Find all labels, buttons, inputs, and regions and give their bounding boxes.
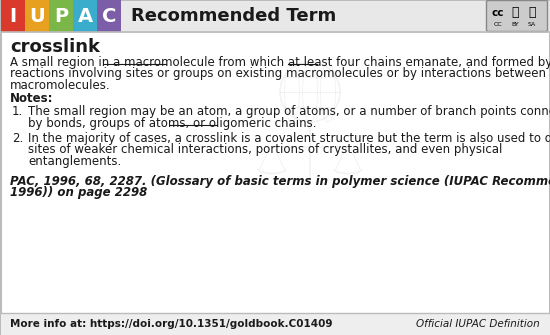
Text: C: C [102, 6, 116, 25]
Text: 2.: 2. [12, 132, 23, 145]
Text: The small region may be an atom, a group of atoms, or a number of branch points : The small region may be an atom, a group… [28, 105, 550, 118]
Text: ⓘ: ⓘ [512, 6, 519, 19]
Text: More info at: https://doi.org/10.1351/goldbook.C01409: More info at: https://doi.org/10.1351/go… [10, 319, 333, 329]
Text: CC: CC [494, 22, 502, 27]
Text: BY: BY [511, 22, 519, 27]
Bar [97, 0, 121, 32]
Text: Recommended Term: Recommended Term [131, 7, 336, 25]
Text: by bonds, groups of atoms, or oligomeric chains.: by bonds, groups of atoms, or oligomeric… [28, 117, 316, 130]
Text: reactions involving sites or groups on existing macromolecules or by interaction: reactions involving sites or groups on e… [10, 67, 550, 80]
Bar [1, 0, 549, 32]
Text: A small region in a macromolecule from which at least four chains emanate, and f: A small region in a macromolecule from w… [10, 56, 550, 69]
Text: entanglements.: entanglements. [28, 155, 121, 168]
Text: Official IUPAC Definition: Official IUPAC Definition [416, 319, 540, 329]
Text: A: A [78, 6, 92, 25]
Text: P: P [54, 6, 68, 25]
FancyBboxPatch shape [487, 0, 547, 31]
Text: In the majority of cases, a crosslink is a covalent structure but the term is al: In the majority of cases, a crosslink is… [28, 132, 550, 145]
Bar [49, 0, 73, 32]
Bar [1, 0, 25, 32]
Text: crosslink: crosslink [10, 38, 100, 56]
Text: Notes:: Notes: [10, 92, 53, 106]
Text: 1.: 1. [12, 105, 23, 118]
Bar [1, 313, 549, 335]
Bar [25, 0, 49, 32]
Text: macromolecules.: macromolecules. [10, 79, 111, 92]
Text: sites of weaker chemical interactions, portions of crystallites, and even physic: sites of weaker chemical interactions, p… [28, 143, 502, 156]
Text: U: U [29, 6, 45, 25]
Bar [73, 0, 97, 32]
Text: I: I [9, 6, 16, 25]
Text: Ⓣ: Ⓣ [528, 6, 536, 19]
Text: 1996)) on page 2298: 1996)) on page 2298 [10, 186, 147, 199]
Text: cc: cc [492, 8, 504, 18]
Text: SA: SA [528, 22, 536, 27]
Text: PAC, 1996, 68, 2287. (Glossary of basic terms in polymer science (IUPAC Recommen: PAC, 1996, 68, 2287. (Glossary of basic … [10, 175, 550, 188]
